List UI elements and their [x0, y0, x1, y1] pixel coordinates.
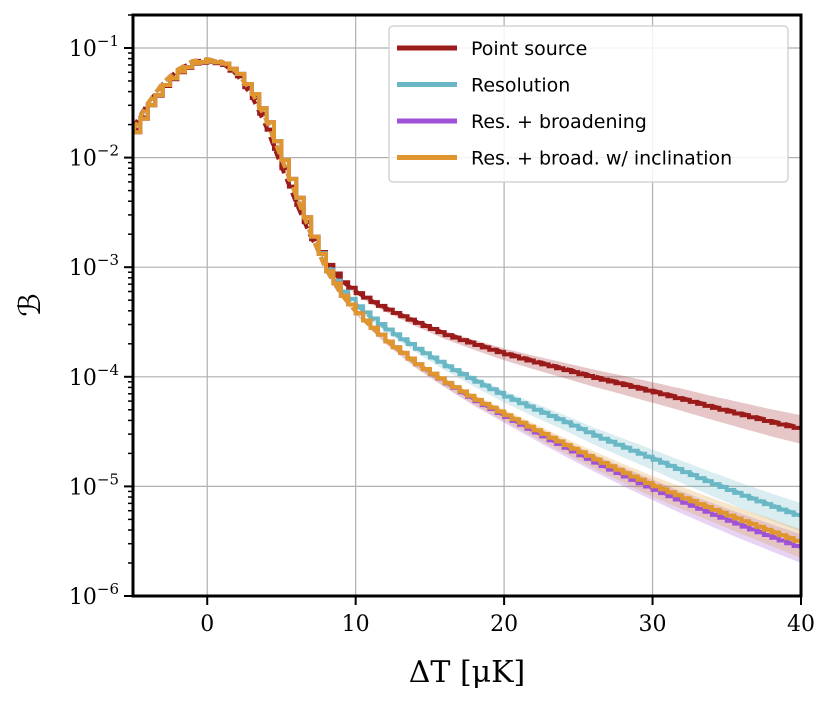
y-tick-label: 10−4	[69, 361, 119, 391]
x-axis-label: ΔT [μK]	[409, 655, 526, 690]
legend: Point source Resolution Res. + broadening R…	[388, 25, 789, 183]
legend-label: Point source	[471, 38, 587, 60]
series-dashed-line	[133, 57, 801, 544]
x-tick-label: 20	[490, 612, 518, 637]
x-tick-label: 0	[200, 612, 214, 637]
y-tick-label: 10−5	[69, 470, 119, 500]
series-band	[133, 61, 801, 444]
legend-box	[388, 25, 789, 183]
uncertainty-bands	[133, 61, 801, 563]
x-tick-label: 30	[639, 612, 667, 637]
series-band	[133, 61, 801, 558]
series-lines	[133, 57, 801, 549]
x-axis: 0 10 20 30 40	[200, 596, 815, 637]
y-tick-label: 10−6	[69, 580, 119, 610]
legend-label: Resolution	[471, 75, 570, 97]
x-tick-label: 10	[342, 612, 370, 637]
y-axis: 10−6 10−5 10−4 10−3 10−2 10−1	[69, 14, 133, 610]
y-tick-label: 10−2	[69, 142, 119, 172]
x-tick-label: 40	[787, 612, 815, 637]
legend-label: Res. + broadening	[471, 111, 647, 133]
plot-frame	[131, 13, 803, 598]
y-tick-label: 10−1	[69, 32, 119, 62]
legend-label: Res. + broad. w/ inclination	[471, 148, 732, 170]
y-axis-label: ℬ	[13, 293, 48, 317]
series-band	[133, 61, 801, 563]
series-band	[133, 61, 801, 532]
y-tick-label: 10−3	[69, 251, 119, 281]
